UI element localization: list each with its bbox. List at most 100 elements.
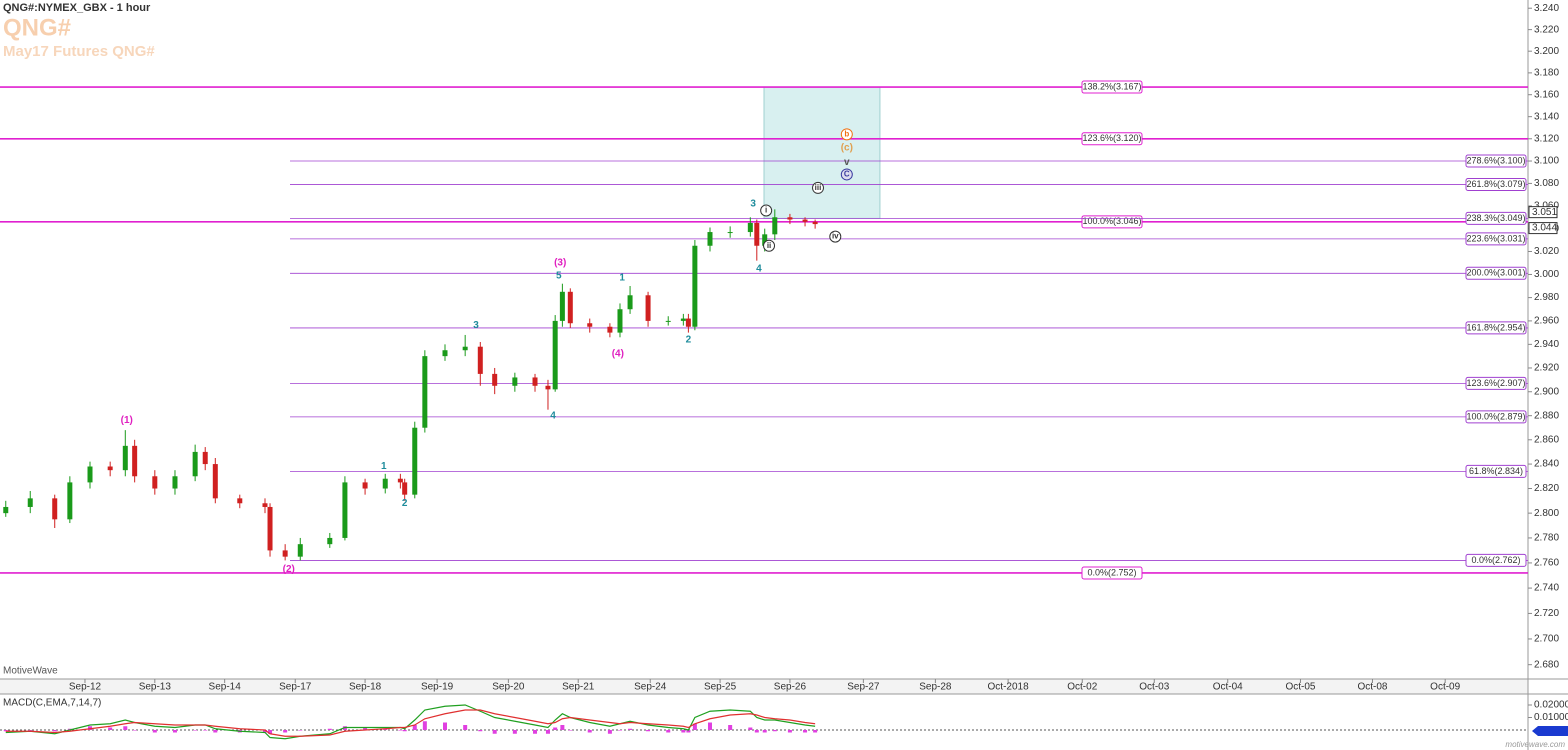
candle-body bbox=[122, 445, 128, 471]
macd-histogram-bar bbox=[363, 727, 368, 730]
wave-label: v bbox=[844, 157, 850, 168]
candle-body bbox=[87, 466, 93, 483]
y-tick-label: 2.860 bbox=[1534, 434, 1559, 445]
fib-label: 61.8%(2.834) bbox=[1469, 466, 1523, 476]
macd-histogram-bar bbox=[607, 730, 612, 734]
wave-label: (1) bbox=[121, 415, 133, 426]
candle-body bbox=[812, 221, 818, 225]
target-zone bbox=[763, 86, 881, 219]
macd-histogram-bar bbox=[193, 730, 198, 731]
fib-label-box bbox=[1081, 132, 1143, 146]
price-tag-label: 3.044 bbox=[1532, 223, 1557, 234]
y-tick-label: 2.680 bbox=[1534, 659, 1559, 670]
macd-histogram-bar bbox=[813, 730, 818, 733]
x-tick-label: Sep-27 bbox=[847, 682, 880, 693]
fib-label: 0.0%(2.762) bbox=[1471, 555, 1520, 565]
macd-histogram-bar bbox=[492, 730, 497, 734]
fib-label-box bbox=[1465, 376, 1527, 390]
x-tick-label: Oct-05 bbox=[1285, 682, 1315, 693]
fib-label: 138.2%(3.167) bbox=[1082, 81, 1141, 91]
candle-body bbox=[567, 291, 573, 324]
macd-histogram-bar bbox=[327, 728, 332, 730]
candle-body bbox=[412, 427, 418, 495]
candle-body bbox=[747, 222, 753, 233]
candle-body bbox=[402, 482, 408, 495]
candle-body bbox=[587, 323, 593, 327]
fib-label: 161.8%(2.954) bbox=[1466, 322, 1525, 332]
candle-body bbox=[342, 482, 348, 538]
x-tick-label: Oct-2018 bbox=[988, 682, 1030, 693]
wave-label: ii bbox=[767, 241, 771, 250]
y-tick-label: 2.740 bbox=[1534, 583, 1559, 594]
wave-label: (2) bbox=[283, 564, 295, 575]
fib-label: 278.6%(3.100) bbox=[1466, 155, 1525, 165]
fib-label-box bbox=[1465, 154, 1527, 168]
macd-line bbox=[5, 709, 816, 737]
fib-label-box bbox=[1081, 566, 1143, 580]
macd-histogram-bar bbox=[533, 730, 538, 734]
candle-body bbox=[107, 466, 113, 471]
macd-histogram-bar bbox=[132, 730, 137, 731]
y-tick-label: 2.960 bbox=[1534, 316, 1559, 327]
fib-label: 100.0%(2.879) bbox=[1466, 411, 1525, 421]
wave-label: iv bbox=[832, 232, 839, 241]
macd-histogram-bar bbox=[478, 730, 483, 732]
y-tick-label: 2.820 bbox=[1534, 483, 1559, 494]
x-tick-label: Sep-24 bbox=[634, 682, 667, 693]
macd-histogram-bar bbox=[587, 730, 592, 733]
macd-histogram-bar bbox=[617, 730, 622, 731]
x-tick-label: Sep-26 bbox=[774, 682, 807, 693]
y-tick-label: 3.080 bbox=[1534, 178, 1559, 189]
fib-label-box bbox=[1081, 80, 1143, 94]
y-tick-label: 2.800 bbox=[1534, 508, 1559, 519]
fib-label-box bbox=[1465, 266, 1527, 280]
macd-histogram-bar bbox=[707, 722, 712, 730]
y-tick-label: 2.920 bbox=[1534, 363, 1559, 374]
wave-label: (3) bbox=[554, 258, 566, 269]
y-tick-label: 2.880 bbox=[1534, 410, 1559, 421]
fib-label: 223.6%(3.031) bbox=[1466, 233, 1525, 243]
y-tick-label: 2.720 bbox=[1534, 608, 1559, 619]
candle-body bbox=[787, 217, 793, 220]
fib-label-box bbox=[1465, 553, 1527, 567]
y-tick-label: 3.140 bbox=[1534, 111, 1559, 122]
macd-histogram-bar bbox=[52, 730, 57, 732]
fib-label-box bbox=[1465, 410, 1527, 424]
candle-body bbox=[327, 537, 333, 545]
macd-histogram-bar bbox=[628, 728, 633, 730]
candle-body bbox=[512, 377, 518, 386]
candle-body bbox=[442, 350, 448, 357]
candle-body bbox=[685, 318, 691, 327]
wave-circle bbox=[812, 181, 825, 194]
macd-y-tick-label: 0.01000 bbox=[1534, 712, 1568, 723]
candle-body bbox=[237, 498, 243, 504]
candle-body bbox=[559, 291, 565, 321]
macd-histogram-bar bbox=[108, 727, 113, 730]
macd-histogram-bar bbox=[262, 730, 267, 733]
macd-histogram-bar bbox=[268, 730, 273, 734]
y-tick-label: 3.240 bbox=[1534, 3, 1559, 14]
fib-label-box bbox=[1465, 178, 1527, 192]
macd-histogram-bar bbox=[88, 726, 93, 730]
candle-body bbox=[267, 506, 273, 551]
x-tick-label: Sep-17 bbox=[279, 682, 312, 693]
fib-label: 123.6%(3.120) bbox=[1082, 133, 1141, 143]
x-tick-label: Oct-04 bbox=[1213, 682, 1243, 693]
x-tick-label: Sep-13 bbox=[139, 682, 172, 693]
candle-body bbox=[202, 451, 208, 465]
candle-body bbox=[172, 476, 178, 489]
macd-histogram-bar bbox=[666, 730, 671, 733]
wave-circle bbox=[840, 168, 853, 181]
x-tick-label: Oct-08 bbox=[1357, 682, 1387, 693]
y-tick-label: 2.900 bbox=[1534, 386, 1559, 397]
wave-label: 1 bbox=[381, 461, 387, 472]
candle-body bbox=[617, 309, 623, 333]
wave-circle bbox=[829, 230, 842, 243]
macd-histogram-bar bbox=[748, 727, 753, 730]
macd-histogram-bar bbox=[512, 730, 517, 734]
candle-body bbox=[645, 295, 651, 321]
macd-title: MACD(C,EMA,7,14,7) bbox=[3, 698, 101, 709]
wave-label: C bbox=[844, 170, 850, 179]
candle-body bbox=[607, 326, 613, 333]
